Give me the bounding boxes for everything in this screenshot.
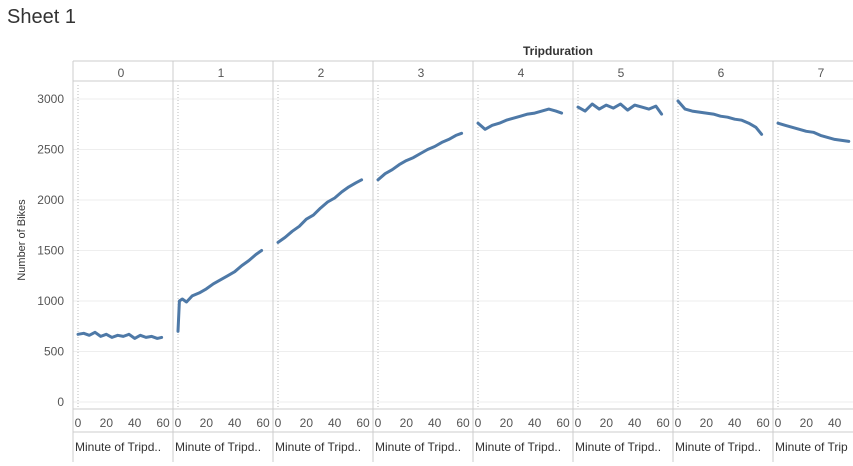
series-line-panel-1 [176,249,264,333]
x-axis-label: Minute of Trip [775,440,848,454]
x-tick-label: 20 [800,416,814,430]
x-tick-label: 0 [475,416,482,430]
x-tick-label: 0 [75,416,82,430]
series-line-panel-6 [676,99,764,136]
x-tick-label: 40 [828,416,842,430]
x-tick-label: 20 [200,416,214,430]
panel-header-label: 6 [718,66,725,80]
x-tick-label: 0 [175,416,182,430]
series-line-panel-3 [376,131,464,182]
panel-header-label: 1 [218,66,225,80]
panel-header-label: 7 [818,66,825,80]
x-tick-label: 20 [400,416,414,430]
x-tick-label: 40 [128,416,142,430]
x-axis-label: Minute of Tripd.. [375,440,461,454]
y-axis-title: Number of Bikes [16,199,28,281]
y-tick-label: 3000 [37,92,64,106]
x-tick-label: 60 [656,416,670,430]
x-tick-label: 60 [756,416,770,430]
y-tick-label: 2500 [37,143,64,157]
x-axis-label: Minute of Tripd.. [175,440,261,454]
x-tick-label: 60 [456,416,470,430]
x-axis-label: Minute of Tripd.. [575,440,661,454]
x-tick-label: 40 [328,416,342,430]
x-axis-label: Minute of Tripd.. [75,440,161,454]
series-line-panel-0 [76,330,164,340]
panel-header-label: 3 [418,66,425,80]
x-tick-label: 40 [528,416,542,430]
sheet-title: Sheet 1 [7,6,76,28]
x-tick-label: 20 [700,416,714,430]
x-tick-label: 0 [675,416,682,430]
x-tick-label: 20 [100,416,114,430]
x-tick-label: 60 [356,416,370,430]
y-tick-label: 0 [57,395,64,409]
panel-header-label: 5 [618,66,625,80]
y-tick-label: 1000 [37,294,64,308]
x-tick-label: 40 [728,416,742,430]
panel-header-label: 2 [318,66,325,80]
x-tick-label: 20 [500,416,514,430]
x-tick-label: 40 [428,416,442,430]
x-tick-label: 60 [156,416,170,430]
x-tick-label: 20 [300,416,314,430]
y-tick-label: 2000 [37,193,64,207]
x-tick-label: 0 [275,416,282,430]
series-line-panel-4 [476,107,564,131]
series-line-panel-5 [576,102,664,116]
series-line-panel-7 [776,121,851,143]
panel-header-label: 0 [118,66,125,80]
x-tick-label: 40 [628,416,642,430]
x-axis-label: Minute of Tripd.. [675,440,761,454]
y-tick-label: 1500 [37,244,64,258]
x-tick-label: 60 [556,416,570,430]
panel-header-label: 4 [518,66,525,80]
x-tick-label: 0 [775,416,782,430]
x-tick-label: 40 [228,416,242,430]
x-axis-label: Minute of Tripd.. [275,440,361,454]
x-tick-label: 0 [575,416,582,430]
x-tick-label: 60 [256,416,270,430]
column-header-title: Tripduration [523,44,593,58]
x-tick-label: 0 [375,416,382,430]
series-line-panel-2 [276,178,364,244]
y-tick-label: 500 [44,345,64,359]
x-tick-label: 20 [600,416,614,430]
x-axis-label: Minute of Tripd.. [475,440,561,454]
